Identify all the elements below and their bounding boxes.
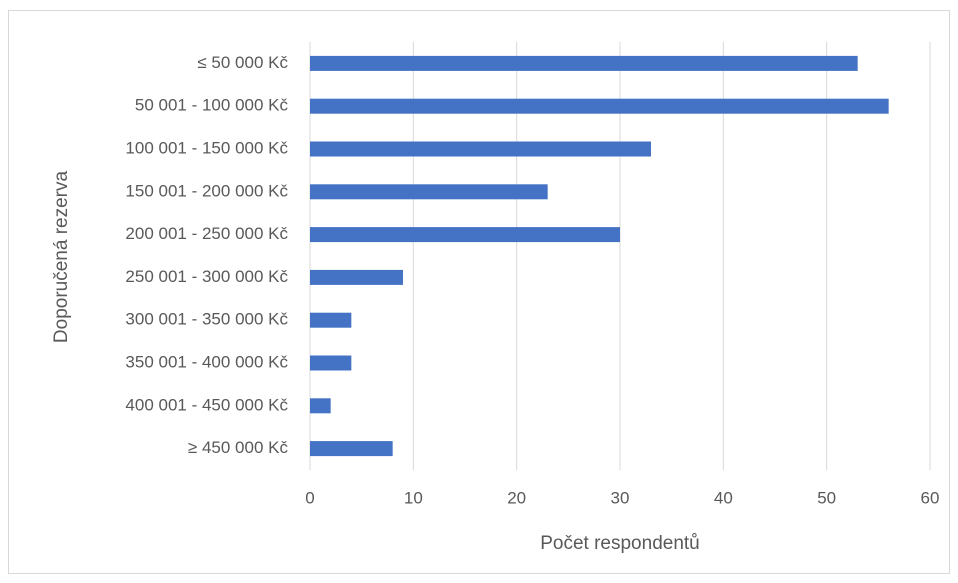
bar xyxy=(310,141,651,157)
x-tick-label: 20 xyxy=(507,488,526,507)
bar xyxy=(310,269,403,285)
bar xyxy=(310,184,548,200)
y-tick-label: 150 001 - 200 000 Kč xyxy=(125,181,288,200)
y-tick-label: 100 001 - 150 000 Kč xyxy=(125,138,288,157)
x-tick-label: 60 xyxy=(921,488,940,507)
bar xyxy=(310,398,331,414)
y-tick-label: ≤ 50 000 Kč xyxy=(197,53,288,72)
x-axis-title: Počet respondentů xyxy=(540,533,700,554)
y-tick-label: 200 001 - 250 000 Kč xyxy=(125,224,288,243)
y-tick-label: 350 001 - 400 000 Kč xyxy=(125,352,288,371)
bar xyxy=(310,98,889,114)
x-tick-label: 30 xyxy=(611,488,630,507)
y-tick-label: 250 001 - 300 000 Kč xyxy=(125,267,288,286)
bar xyxy=(310,227,620,243)
y-tick-label: 300 001 - 350 000 Kč xyxy=(125,310,288,329)
x-tick-label: 10 xyxy=(404,488,423,507)
y-tick-label: 400 001 - 450 000 Kč xyxy=(125,395,288,414)
bar xyxy=(310,55,858,71)
y-tick-label: ≥ 450 000 Kč xyxy=(188,438,289,457)
bar xyxy=(310,312,352,328)
x-tick-label: 50 xyxy=(817,488,836,507)
bar xyxy=(310,441,393,457)
y-axis-title: Doporučená rezerva xyxy=(51,170,72,343)
x-tick-label: 0 xyxy=(305,488,314,507)
bar xyxy=(310,355,352,371)
x-tick-label: 40 xyxy=(714,488,733,507)
y-tick-label: 50 001 - 100 000 Kč xyxy=(135,96,289,115)
